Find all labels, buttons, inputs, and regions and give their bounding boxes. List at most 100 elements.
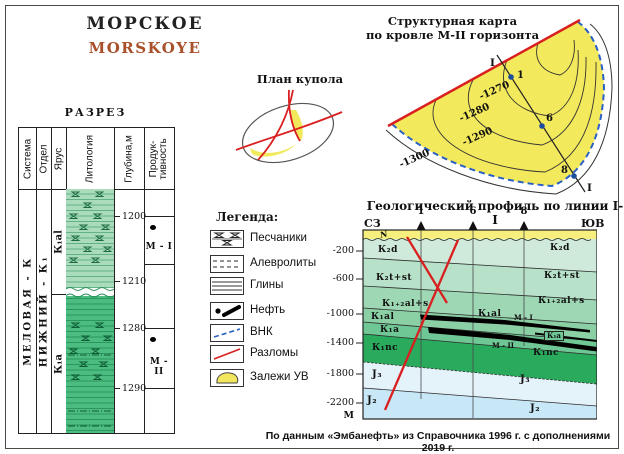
plot-border [362, 229, 597, 420]
label-m2: М - II [492, 341, 515, 350]
label-k1a-left: К₁а [380, 325, 400, 335]
system-cell: МЕЛОВАЯ - К [19, 189, 36, 433]
header-system: Система [19, 128, 36, 189]
stage-bottom-value: К₁а [53, 353, 64, 374]
siltstone-dashdot-lines [68, 354, 112, 427]
legend-label-sandstone: Песчаники [250, 232, 307, 244]
profile-well-1: 1 [417, 206, 425, 217]
profile-depth-1400: -1400 [326, 337, 354, 348]
productivity-divider [144, 328, 174, 329]
label-k1al-left: К₁al [371, 312, 395, 322]
header-system-label: Система [22, 138, 33, 179]
legend-label-faults: Разломы [250, 347, 299, 359]
hc-patch [250, 144, 296, 157]
layer-j2 [363, 388, 597, 419]
header-series-label: Отдел [38, 144, 49, 173]
layer-k12al-s [363, 286, 597, 324]
profile-depth-unit: М [343, 410, 354, 421]
profile-depth-2200: -2200 [326, 397, 354, 408]
source-caption: По данным «Эмбанефть» из Справочника 199… [265, 430, 611, 454]
field-title-russian: МОРСКОЕ [86, 14, 204, 34]
profile-depth-1800: -1800 [326, 368, 354, 379]
label-k2d-left: К₂d [378, 245, 398, 255]
section-title: РАЗРЕЗ [64, 106, 127, 119]
header-depth-label: Глубина,м [123, 134, 135, 183]
direction-se: ЮВ [581, 217, 605, 230]
column-divider [51, 128, 52, 433]
stage-bottom-cell: К₁а [51, 294, 66, 433]
map-well-1: 1 [517, 70, 524, 81]
well-head-triangles [416, 221, 529, 230]
header-lithology-label: Литология [84, 134, 96, 183]
legend-swatch-woc [210, 324, 244, 342]
label-k2d-right: К₂d [550, 243, 570, 253]
wavy-boundary-bottom [66, 293, 114, 298]
dome-plan-title: План купола [256, 72, 344, 86]
depth-contours [432, 39, 597, 173]
stage-top-cell: К₁al [51, 189, 66, 294]
section-label-I-bottom: I [587, 182, 592, 194]
contour-1300 [385, 23, 613, 195]
label-k12al-s-left: К₁₊₂al+s [382, 299, 429, 309]
well-markers [508, 74, 577, 179]
productivity-divider [144, 388, 174, 389]
legend-swatch-faults [210, 345, 244, 363]
legend-label-siltstone: Алевролиты [250, 257, 317, 269]
label-k12al-s-right: К₁₊₂al+s [538, 296, 585, 306]
hc-patch [291, 110, 303, 141]
legend-label-woc: ВНК [250, 326, 273, 338]
structural-map [385, 18, 613, 195]
dome-faults [235, 89, 343, 161]
layer-k2d [363, 239, 597, 272]
lithology-column [66, 189, 114, 433]
label-k1a-box: К₁а [544, 331, 564, 341]
fault-line [387, 18, 581, 128]
productivity-divider [144, 216, 174, 217]
legend-swatch-clay [210, 277, 244, 295]
label-k1nc-left: К₁nc [372, 343, 399, 353]
stage-divider [51, 294, 66, 295]
unconformity-gap [66, 288, 114, 296]
label-j2-right: J₂ [530, 403, 541, 414]
system-value: МЕЛОВАЯ - К [22, 256, 33, 366]
column-divider [36, 128, 37, 433]
map-well-8: 8 [561, 165, 568, 176]
depth-label-1290: 1290 [122, 383, 147, 394]
map-well-6: 6 [546, 113, 553, 124]
profile-title: Геологический профиль по линии I-I [366, 199, 624, 227]
legend-label-hc-deposits: Залежи УВ [250, 371, 309, 383]
dome-plan-map [235, 89, 343, 164]
profile-depth-200: -200 [332, 245, 354, 256]
depth-tick [114, 328, 120, 329]
direction-nw: СЗ [364, 217, 381, 230]
profile-plot [356, 221, 597, 420]
column-divider [114, 128, 115, 433]
horizon-m2-label: М - II [149, 357, 169, 377]
legend-swatch-siltstone [210, 255, 244, 273]
legend-swatch-sandstone [210, 230, 244, 248]
oil-dot-m1 [150, 225, 156, 230]
series-value: НИЖНИЙ - К₁ [38, 254, 49, 368]
profile-depth-600: -600 [332, 273, 354, 284]
depth-tick [114, 388, 120, 389]
depth-label-1200: 1200 [122, 211, 147, 222]
wavy-boundary-top [66, 287, 114, 291]
legend-swatch-hc-deposits [210, 369, 244, 387]
border-frame [5, 5, 619, 449]
profile-faults [383, 236, 460, 411]
depth-axis-ticks [356, 250, 363, 404]
hc-deposit-area [392, 22, 604, 186]
header-stage-label: Ярус [53, 147, 64, 170]
oil-lens-m2 [428, 327, 597, 352]
legend-swatch-oil [210, 302, 244, 320]
header-series: Отдел [36, 128, 51, 189]
oil-dot-m2 [150, 337, 156, 342]
field-title-latin: MORSKOYE [88, 39, 202, 57]
legend-label-oil: Нефть [250, 304, 286, 316]
horizon-m1-label: М - I [145, 242, 173, 252]
label-j3-right: J₃ [520, 374, 531, 385]
map-title-line2: по кровле М-II горизонта [365, 28, 540, 42]
legend-label-clay: Глины [250, 279, 284, 291]
oil-lens-m1 [420, 314, 590, 333]
